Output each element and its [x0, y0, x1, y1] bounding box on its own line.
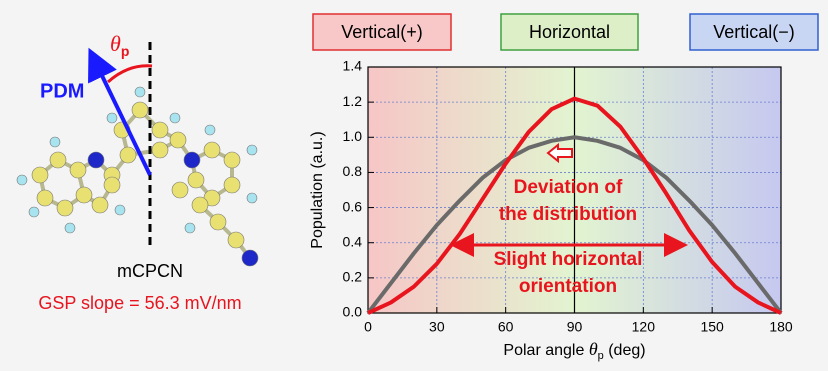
- region-label: Vertical(+): [341, 22, 423, 42]
- atom: [204, 142, 220, 158]
- annotation: Slight horizontal: [494, 249, 643, 270]
- atom: [224, 177, 240, 193]
- y-tick-label: 0.0: [343, 304, 363, 320]
- atom: [247, 193, 257, 203]
- atom: [205, 125, 215, 135]
- atom: [228, 232, 244, 248]
- region-label: Vertical(−): [713, 22, 795, 42]
- x-tick-label: 150: [700, 319, 724, 335]
- atom: [247, 145, 257, 155]
- region-label: Horizontal: [529, 22, 610, 42]
- atom: [170, 132, 186, 148]
- y-tick-label: 0.4: [343, 233, 363, 249]
- atom: [132, 102, 148, 118]
- atom: [32, 167, 48, 183]
- atom: [188, 172, 204, 188]
- atom: [70, 162, 86, 178]
- atom: [184, 152, 200, 168]
- y-tick-label: 1.0: [343, 128, 363, 144]
- annotation: orientation: [519, 276, 617, 297]
- atom: [65, 223, 75, 233]
- atom: [88, 152, 104, 168]
- atom: [152, 122, 168, 138]
- atom: [185, 223, 195, 233]
- chart: Vertical(+) Horizontal Vertical(−) 0.0 0.2 0.…: [309, 14, 818, 362]
- atom: [37, 190, 53, 206]
- atom: [17, 175, 27, 185]
- x-tick-label: 180: [769, 319, 793, 335]
- y-axis-label: Population (a.u.): [309, 131, 326, 248]
- atom: [92, 197, 108, 213]
- x-tick-label: 30: [429, 319, 445, 335]
- atom: [170, 113, 180, 123]
- x-label-part: θ: [589, 339, 598, 359]
- atom: [120, 147, 136, 163]
- y-tick-label: 1.2: [343, 93, 363, 109]
- atom: [50, 152, 66, 168]
- x-label-part: (deg): [604, 342, 646, 359]
- theta: θ: [110, 31, 121, 56]
- atom: [107, 113, 117, 123]
- angle-label: θp: [110, 31, 129, 59]
- atom: [29, 207, 39, 217]
- atom: [50, 137, 60, 147]
- dipole-label: PDM: [40, 80, 84, 102]
- annotation: the distribution: [499, 204, 637, 225]
- gsp-note: GSP slope = 56.3 mV/nm: [38, 293, 241, 313]
- x-tick-label: 60: [498, 319, 514, 335]
- atom: [152, 142, 168, 158]
- subscript: p: [121, 43, 130, 59]
- x-label-part: Polar angle: [503, 342, 588, 359]
- atom: [135, 87, 145, 97]
- y-tick-label: 1.4: [343, 58, 363, 74]
- x-axis-label: Polar angle θp (deg): [503, 339, 645, 362]
- y-tick-label: 0.2: [343, 269, 363, 285]
- y-tick-label: 0.8: [343, 163, 363, 179]
- atom: [76, 187, 92, 203]
- x-tick-label: 0: [364, 319, 372, 335]
- atom: [210, 214, 226, 230]
- atom: [172, 182, 188, 198]
- atom: [57, 200, 73, 216]
- molecule: [17, 87, 258, 266]
- atom: [104, 177, 120, 193]
- atom: [192, 197, 208, 213]
- figure: θp PDM mCPCN GSP slope = 56.3 mV/nm Vert…: [0, 0, 828, 366]
- x-tick-label: 120: [632, 319, 656, 335]
- angle-arc: [108, 66, 152, 82]
- atom: [115, 205, 125, 215]
- atom: [224, 152, 240, 168]
- y-tick-label: 0.6: [343, 198, 363, 214]
- atom: [242, 250, 258, 266]
- x-tick-label: 90: [567, 319, 583, 335]
- annotation: Deviation of: [514, 177, 623, 198]
- molecule-name: mCPCN: [117, 261, 183, 281]
